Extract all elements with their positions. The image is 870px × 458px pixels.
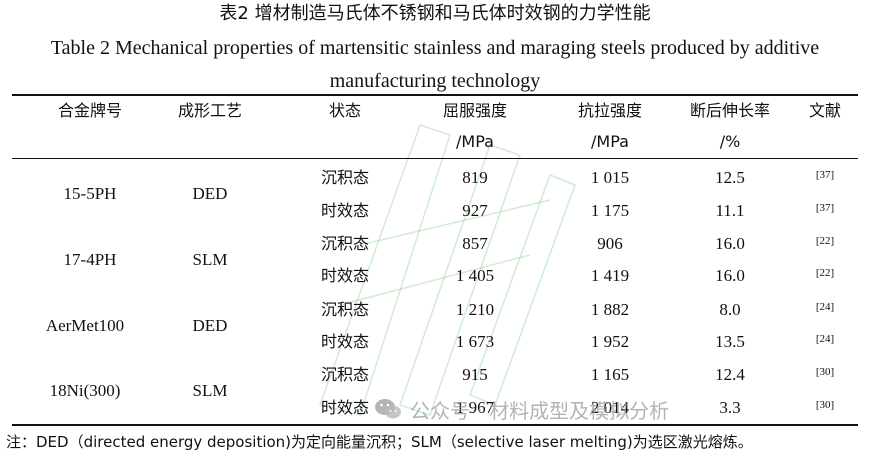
reference-cell: [37] xyxy=(815,169,835,181)
reference-cell: [22] xyxy=(815,235,835,247)
process-cell: DED xyxy=(192,184,228,203)
yield-cell: 915 xyxy=(462,365,488,384)
header-elongation: 断后伸长率 xyxy=(689,101,770,120)
table-bottom-rule xyxy=(12,424,858,426)
tensile-cell: 1 419 xyxy=(590,266,630,285)
header-reference: 文献 xyxy=(808,101,841,120)
process-cell: SLM xyxy=(192,381,228,400)
tensile-cell: 1 175 xyxy=(590,201,630,220)
process-cell: SLM xyxy=(192,250,228,269)
state-cell: 时效态 xyxy=(320,201,369,220)
elongation-cell: 12.4 xyxy=(715,365,745,384)
yield-cell: 1 967 xyxy=(455,398,495,417)
reference-cell: [30] xyxy=(815,399,835,411)
yield-cell: 1 405 xyxy=(455,266,495,285)
alloy-cell: 18Ni(300) xyxy=(49,381,121,400)
table-title-en: Table 2 Mechanical properties of martens… xyxy=(50,37,820,92)
watermark-logo-icon xyxy=(319,124,576,416)
yield-cell: 857 xyxy=(462,234,488,253)
yield-cell: 927 xyxy=(462,201,488,220)
elongation-cell: 13.5 xyxy=(715,332,745,351)
yield-cell: 1 673 xyxy=(455,332,495,351)
state-cell: 沉积态 xyxy=(320,168,369,187)
state-cell: 沉积态 xyxy=(320,234,369,253)
alloy-cell: AerMet100 xyxy=(45,316,125,335)
header-yield-unit: /MPa xyxy=(456,132,494,151)
elongation-cell: 3.3 xyxy=(719,398,741,417)
table-header-rule xyxy=(12,158,858,159)
header-yield: 屈服强度 xyxy=(442,101,507,120)
reference-cell: [24] xyxy=(815,333,835,345)
state-cell: 沉积态 xyxy=(320,300,369,319)
elongation-cell: 12.5 xyxy=(715,168,745,187)
elongation-cell: 16.0 xyxy=(715,266,745,285)
wechat-icon xyxy=(375,399,401,419)
watermark-text: 公众号 · 材料成型及模拟分析 xyxy=(410,398,670,423)
header-alloy: 合金牌号 xyxy=(57,101,122,120)
alloy-cell: 17-4PH xyxy=(63,250,117,269)
state-cell: 时效态 xyxy=(320,266,369,285)
header-state: 状态 xyxy=(328,101,361,120)
tensile-cell: 1 952 xyxy=(590,332,630,351)
state-cell: 时效态 xyxy=(320,398,369,417)
tensile-cell: 1 015 xyxy=(590,168,630,187)
tensile-cell: 2 014 xyxy=(590,398,630,417)
reference-cell: [37] xyxy=(815,202,835,214)
elongation-cell: 16.0 xyxy=(715,234,745,253)
reference-cell: [22] xyxy=(815,267,835,279)
header-tensile: 抗拉强度 xyxy=(577,101,642,120)
reference-cell: [30] xyxy=(815,366,835,378)
watermark: 公众号 · 材料成型及模拟分析 xyxy=(374,396,670,423)
state-cell: 时效态 xyxy=(320,332,369,351)
elongation-cell: 11.1 xyxy=(715,201,745,220)
yield-cell: 819 xyxy=(462,168,488,187)
table-title-cn: 表2 增材制造马氏体不锈钢和马氏体时效钢的力学性能 xyxy=(219,3,651,24)
tensile-cell: 1 165 xyxy=(590,365,630,384)
table-top-rule xyxy=(12,94,858,96)
state-cell: 沉积态 xyxy=(320,365,369,384)
header-elongation-unit: /% xyxy=(719,132,741,151)
table-footnote: 注：DED（directed energy deposition)为定向能量沉积… xyxy=(6,433,753,451)
header-tensile-unit: /MPa xyxy=(591,132,629,151)
reference-cell: [24] xyxy=(815,301,835,313)
tensile-cell: 906 xyxy=(597,234,623,253)
tensile-cell: 1 882 xyxy=(590,300,630,319)
alloy-cell: 15-5PH xyxy=(63,184,117,203)
header-process: 成形工艺 xyxy=(177,101,242,120)
process-cell: DED xyxy=(192,316,228,335)
yield-cell: 1 210 xyxy=(455,300,495,319)
elongation-cell: 8.0 xyxy=(719,300,741,319)
